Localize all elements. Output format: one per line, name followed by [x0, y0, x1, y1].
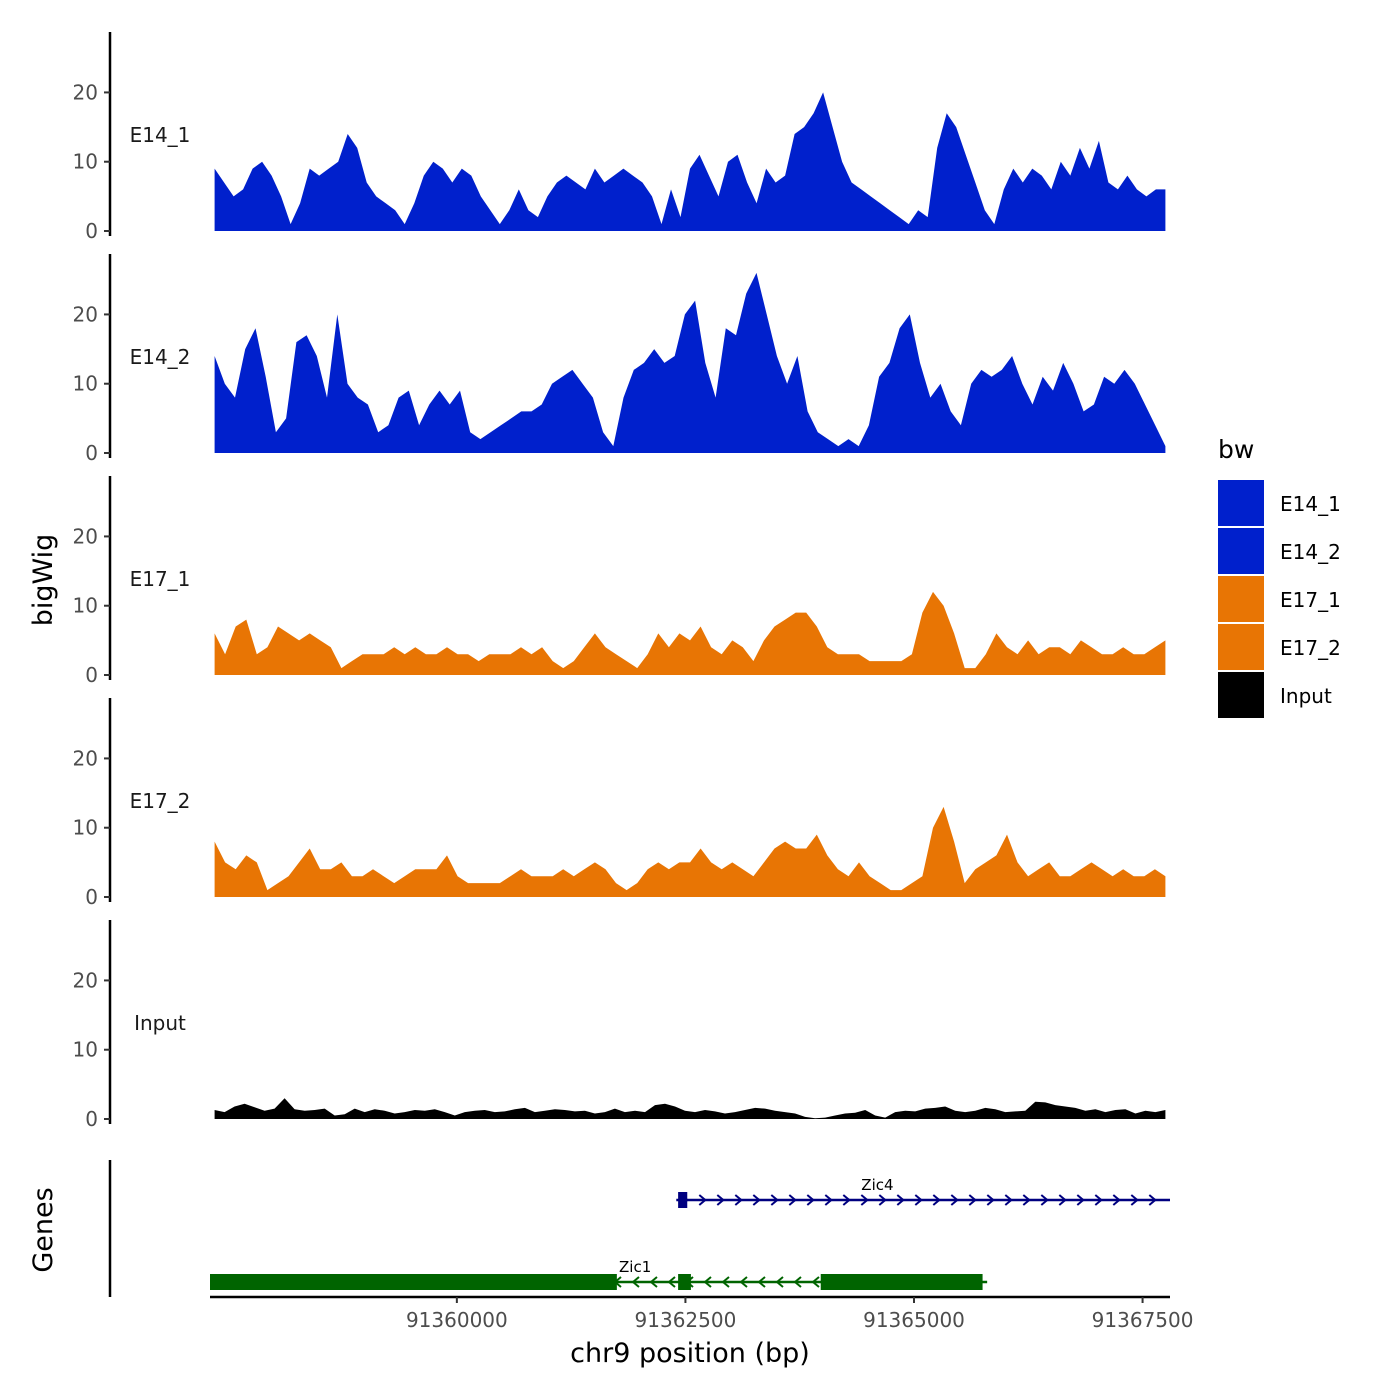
- strand-arrow: [1058, 1194, 1067, 1206]
- y-tick-label: 20: [73, 746, 98, 770]
- strand-arrow: [932, 1194, 941, 1206]
- strand-arrow: [775, 1276, 784, 1288]
- y-tick-label: 0: [85, 663, 98, 687]
- gene-exon: [678, 1192, 688, 1208]
- gene-track: Zic4 Zic1: [108, 1160, 1170, 1297]
- strand-arrow: [649, 1276, 658, 1288]
- strand-arrow: [788, 1194, 797, 1206]
- genes-axis-title: Genes: [28, 1187, 59, 1272]
- area-e17-1: [214, 591, 1166, 675]
- strand-arrow: [986, 1194, 995, 1206]
- area-e17-2: [214, 806, 1166, 897]
- legend-key-e17-2: [1218, 624, 1264, 670]
- legend-key-e14-2: [1218, 528, 1264, 574]
- strand-arrow: [1040, 1194, 1049, 1206]
- strand-arrow: [860, 1194, 869, 1206]
- strand-arrow: [878, 1194, 887, 1206]
- area-input: [214, 1098, 1166, 1119]
- area-e14-2: [214, 272, 1166, 453]
- strand-arrow: [1148, 1194, 1157, 1206]
- strand-arrow: [1130, 1194, 1139, 1206]
- y-tick-label: 0: [85, 885, 98, 909]
- x-tick-label: 91362500: [635, 1308, 737, 1332]
- y-tick-label: 0: [85, 441, 98, 465]
- panel-e14-1: 0 10 20 E14_1: [73, 32, 1166, 243]
- gene-label: Zic1: [619, 1258, 651, 1276]
- strand-arrow: [770, 1194, 779, 1206]
- x-tick-label: 91360000: [406, 1308, 508, 1332]
- x-axis-title: chr9 position (bp): [570, 1338, 810, 1369]
- track-label: E14_1: [130, 123, 191, 147]
- strand-arrow: [824, 1194, 833, 1206]
- strand-arrow: [806, 1194, 815, 1206]
- legend-label: E17_2: [1280, 636, 1341, 660]
- legend-label: Input: [1280, 684, 1332, 708]
- gene-exon: [820, 1274, 983, 1290]
- y-axis-title: bigWig: [28, 534, 59, 627]
- x-tick-label: 91367500: [1092, 1308, 1194, 1332]
- legend-key-e14-1: [1218, 480, 1264, 526]
- strand-arrow: [752, 1194, 761, 1206]
- gene-zic4: Zic4: [676, 1176, 1170, 1208]
- strand-arrow: [1112, 1194, 1121, 1206]
- gene-zic1: Zic1: [210, 1258, 988, 1290]
- track-panels: 0 10 20 E14_1 0 10 20 E14_2 0 10 20 E17_1 0 10 20 E17_2…: [73, 32, 1166, 1131]
- y-tick-label: 10: [73, 1038, 98, 1062]
- strand-arrow: [631, 1276, 640, 1288]
- strand-arrow: [1094, 1194, 1103, 1206]
- strand-arrow: [1004, 1194, 1013, 1206]
- strand-arrow: [739, 1276, 748, 1288]
- gene-exon: [210, 1274, 617, 1290]
- legend-label: E14_2: [1280, 540, 1341, 564]
- y-tick-label: 10: [73, 594, 98, 618]
- strand-arrow: [734, 1194, 743, 1206]
- panel-e17-2: 0 10 20 E17_2: [73, 698, 1166, 909]
- track-label: E17_1: [130, 567, 191, 591]
- y-tick-label: 20: [73, 80, 98, 104]
- gene-exon: [678, 1274, 691, 1290]
- y-tick-label: 10: [73, 150, 98, 174]
- legend-key-input: [1218, 672, 1264, 718]
- strand-arrow: [793, 1276, 802, 1288]
- x-tick-label: 91365000: [863, 1308, 965, 1332]
- legend-label: E14_1: [1280, 492, 1341, 516]
- strand-arrow: [757, 1276, 766, 1288]
- strand-arrow: [1076, 1194, 1085, 1206]
- track-label: Input: [134, 1011, 186, 1035]
- track-label: E17_2: [130, 789, 191, 813]
- track-label: E14_2: [130, 345, 191, 369]
- y-tick-label: 0: [85, 1107, 98, 1131]
- strand-arrow: [703, 1276, 712, 1288]
- strand-arrow: [914, 1194, 923, 1206]
- strand-arrow: [698, 1194, 707, 1206]
- panel-e17-1: 0 10 20 E17_1: [73, 476, 1166, 687]
- strand-arrow: [842, 1194, 851, 1206]
- y-tick-label: 0: [85, 219, 98, 243]
- y-tick-label: 20: [73, 302, 98, 326]
- strand-arrow: [968, 1194, 977, 1206]
- y-tick-label: 20: [73, 524, 98, 548]
- legend-key-e17-1: [1218, 576, 1264, 622]
- legend: bw E14_1 E14_2 E17_1 E17_2 Input: [1218, 435, 1341, 718]
- area-e14-1: [214, 92, 1166, 232]
- y-tick-label: 20: [73, 968, 98, 992]
- y-tick-label: 10: [73, 816, 98, 840]
- panel-e14-2: 0 10 20 E14_2: [73, 254, 1166, 465]
- y-tick-label: 10: [73, 372, 98, 396]
- strand-arrow: [667, 1276, 676, 1288]
- x-axis: 91360000 91362500 91365000 91367500: [210, 1295, 1194, 1332]
- strand-arrow: [896, 1194, 905, 1206]
- legend-title: bw: [1218, 435, 1254, 464]
- strand-arrow: [721, 1276, 730, 1288]
- strand-arrow: [716, 1194, 725, 1206]
- strand-arrow: [811, 1276, 820, 1288]
- gene-label: Zic4: [861, 1176, 893, 1194]
- strand-arrow: [1022, 1194, 1031, 1206]
- panel-input: 0 10 20 Input: [73, 920, 1166, 1131]
- legend-label: E17_1: [1280, 588, 1341, 612]
- strand-arrow: [950, 1194, 959, 1206]
